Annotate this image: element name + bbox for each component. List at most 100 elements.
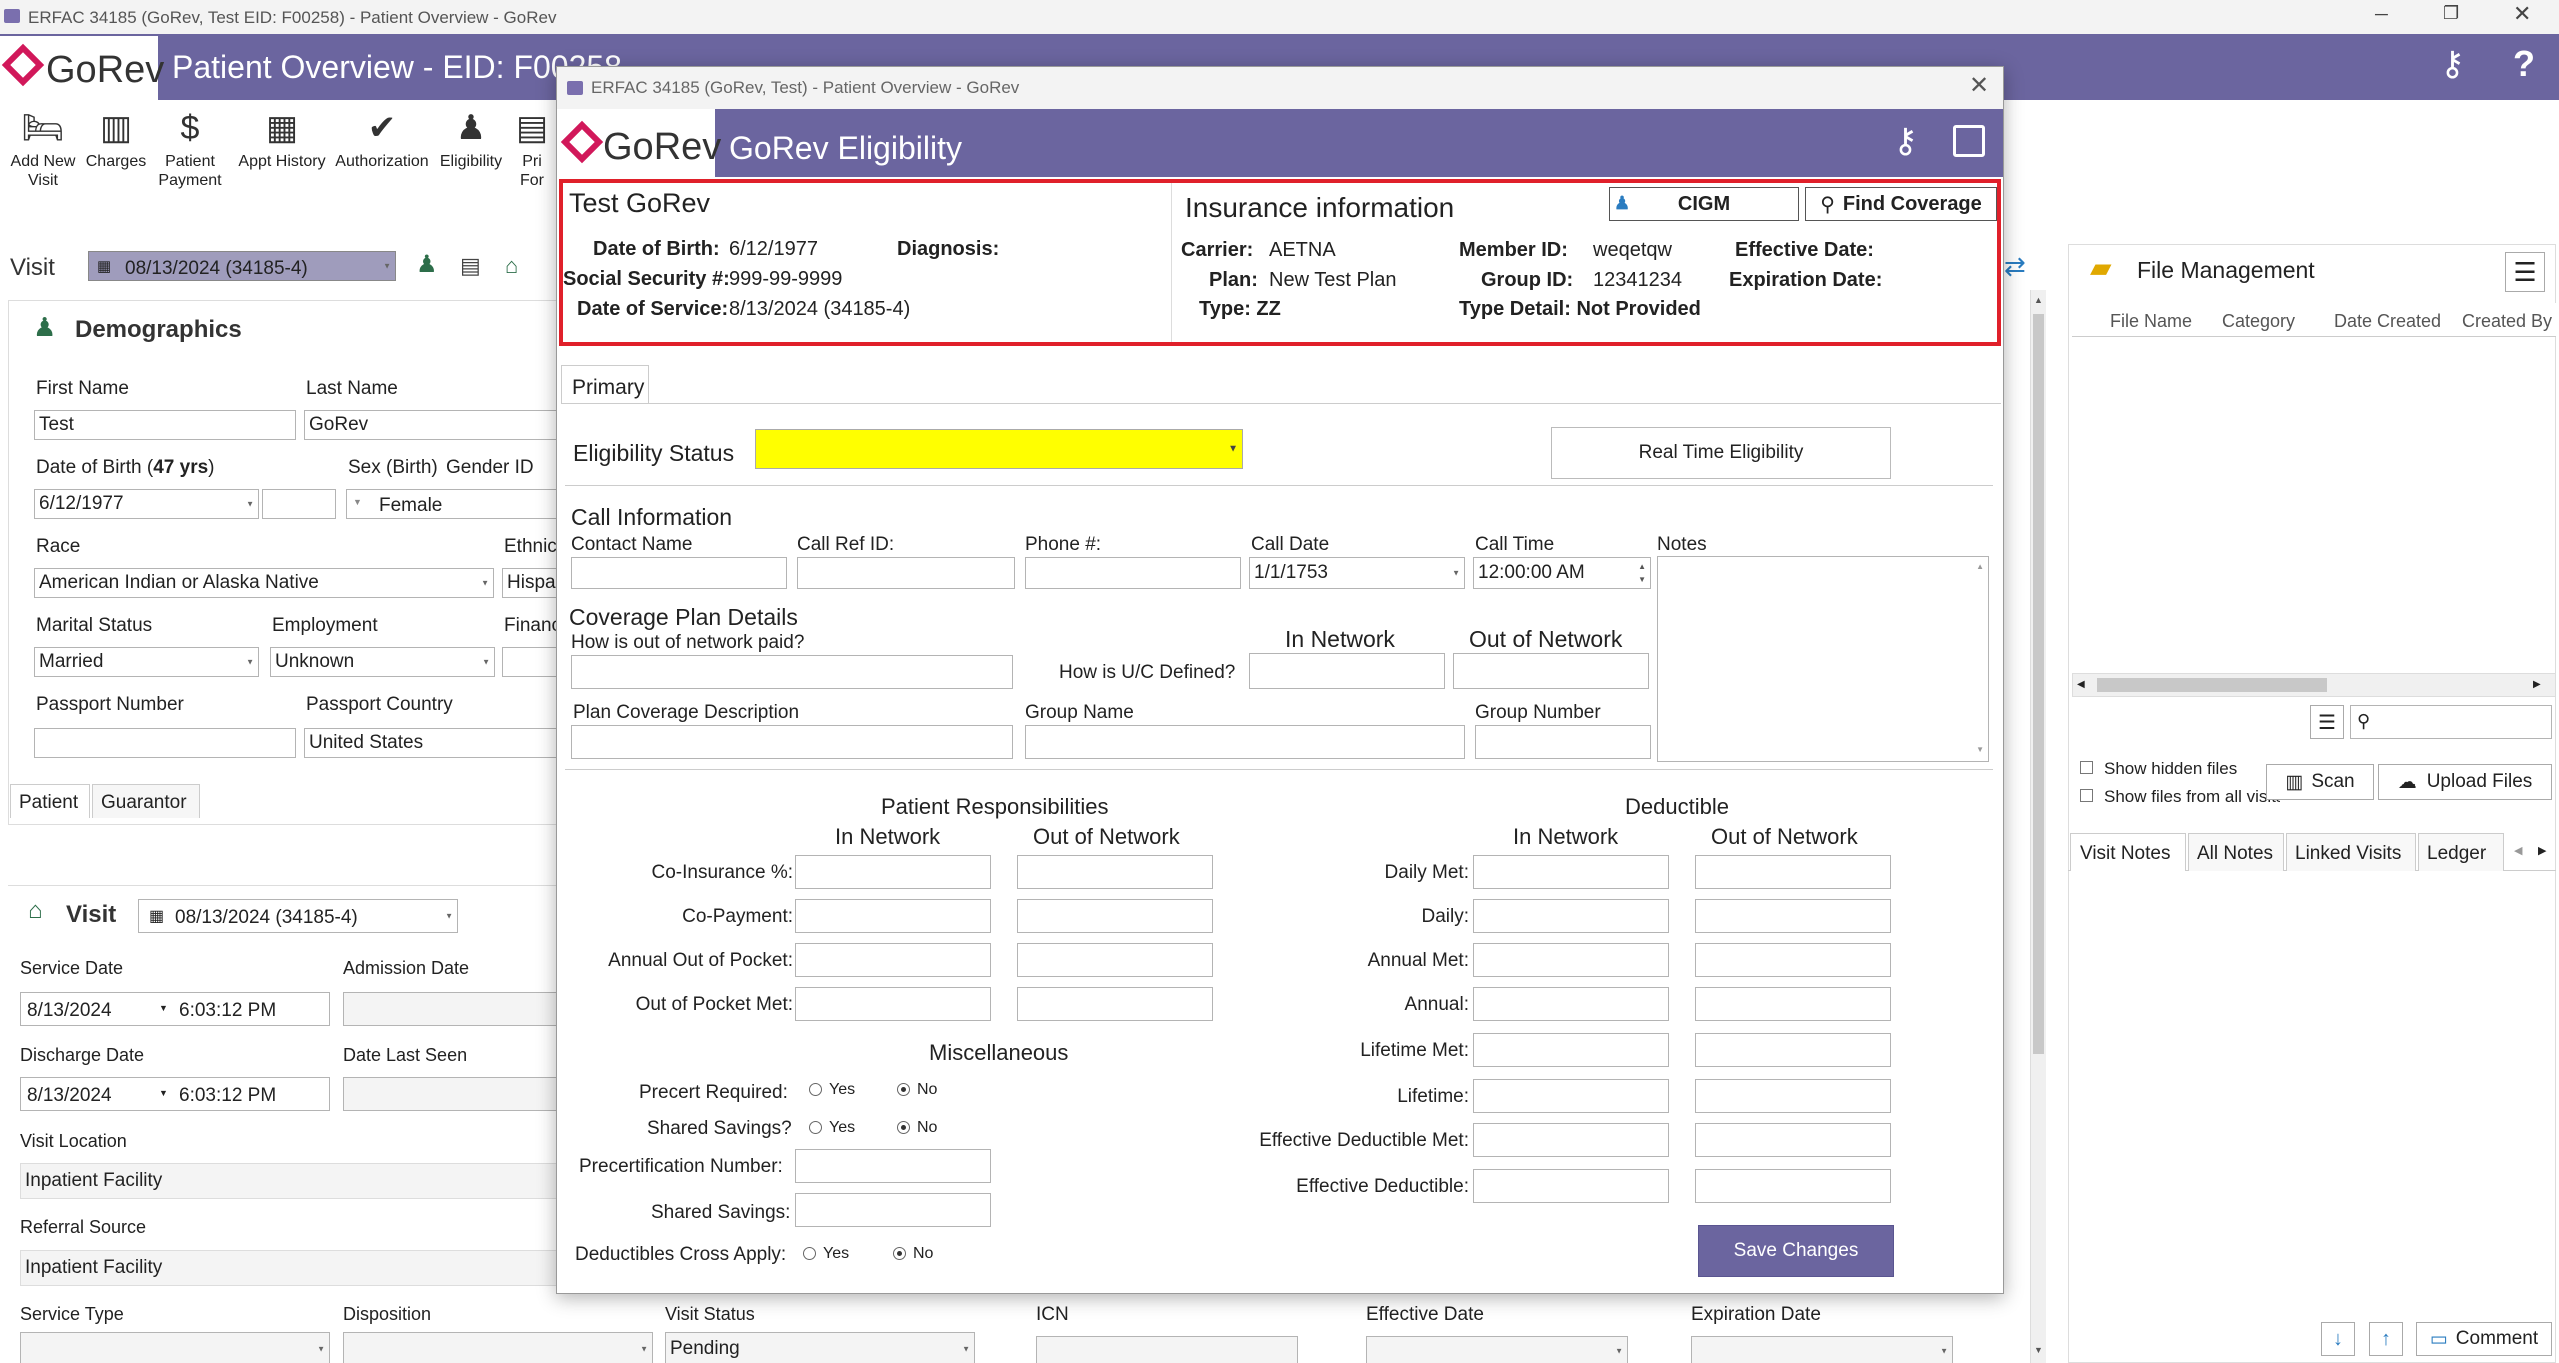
deductible-in-network-field[interactable] (1473, 987, 1669, 1021)
shared-savings-yes-radio[interactable] (809, 1121, 822, 1134)
admission-date-field[interactable] (343, 992, 563, 1026)
responsibility-out-of-network-field[interactable] (1017, 899, 1213, 933)
uc-out-of-network-field[interactable] (1453, 653, 1649, 689)
hamburger-menu-button[interactable]: ☰ (2505, 252, 2545, 292)
call-date-field[interactable]: 1/1/1753 ▼ (1249, 557, 1465, 589)
scroll-up-button[interactable]: ↑ (2369, 1322, 2403, 1356)
deductible-out-of-network-field[interactable] (1695, 943, 1891, 977)
ethnicity-field[interactable]: Hispa (502, 568, 562, 598)
deductible-in-network-field[interactable] (1473, 1079, 1669, 1113)
deductible-out-of-network-field[interactable] (1695, 899, 1891, 933)
dialog-close-button[interactable]: ✕ (1969, 72, 1990, 99)
visit-section-selector[interactable]: ▦ 08/13/2024 (34185-4) ▼ (138, 899, 458, 933)
responsibility-out-of-network-field[interactable] (1017, 855, 1213, 889)
deductible-in-network-field[interactable] (1473, 1123, 1669, 1157)
disposition-field[interactable]: ▼ (343, 1332, 653, 1363)
user-keys-icon[interactable]: ⚷ (2440, 45, 2465, 83)
deductible-in-network-field[interactable] (1473, 1033, 1669, 1067)
show-all-checkbox[interactable] (2080, 789, 2093, 802)
passport-number-field[interactable] (34, 728, 296, 758)
contact-name-field[interactable] (571, 557, 787, 589)
toolbar-item-charges[interactable]: ▥ Charges (84, 108, 148, 204)
precert-yes-radio[interactable] (809, 1083, 822, 1096)
precert-no-radio[interactable] (897, 1083, 910, 1096)
file-search-input[interactable]: ⚲ (2350, 705, 2552, 739)
file-col-created-by[interactable]: Created By (2462, 311, 2553, 331)
first-name-field[interactable]: Test (34, 410, 296, 440)
show-hidden-checkbox[interactable] (2080, 761, 2093, 774)
deductible-out-of-network-field[interactable] (1695, 1079, 1891, 1113)
shared-savings-no-radio[interactable] (897, 1121, 910, 1134)
id-card-icon[interactable]: ▤ (460, 253, 481, 278)
main-scrollbar[interactable]: ▲ ▼ (2030, 290, 2046, 1363)
dialog-keys-icon[interactable]: ⚷ (1893, 122, 1918, 160)
scroll-down-button[interactable]: ↓ (2321, 1322, 2355, 1356)
dialog-chart-icon[interactable] (1953, 125, 1985, 157)
plan-coverage-description-field[interactable] (571, 725, 1013, 759)
close-window-button[interactable]: ✕ (2513, 1, 2532, 26)
tab-all-notes[interactable]: All Notes (2188, 833, 2284, 871)
comment-button[interactable]: ▭ Comment (2416, 1322, 2552, 1356)
shared-savings-field[interactable] (795, 1193, 991, 1227)
toolbar-item-appt-history[interactable]: ▦ Appt History (232, 108, 332, 204)
financial-field[interactable] (502, 647, 562, 677)
marital-field[interactable]: Married ▼ (34, 647, 259, 677)
refresh-icon[interactable]: ⇄ (2004, 251, 2026, 281)
date-last-seen-field[interactable] (343, 1077, 563, 1111)
service-type-field[interactable]: ▼ (20, 1332, 330, 1363)
call-ref-id-field[interactable] (797, 557, 1015, 589)
toolbar-item-add-new-visit[interactable]: 🛏 Add New Visit (10, 108, 76, 204)
deductible-out-of-network-field[interactable] (1695, 1123, 1891, 1157)
tab-scroll-right-icon[interactable]: ▶ (2538, 845, 2547, 857)
responsibility-in-network-field[interactable] (795, 943, 991, 977)
file-col-name[interactable]: File Name (2110, 311, 2193, 331)
save-changes-button[interactable]: Save Changes (1698, 1225, 1894, 1277)
visit-location-field[interactable]: Inpatient Facility (20, 1163, 565, 1199)
service-date-field[interactable]: 8/13/2024 ▼ 6:03:12 PM (20, 992, 330, 1026)
toolbar-item-patient-payment[interactable]: $ Patient Payment (150, 108, 230, 204)
file-col-category[interactable]: Category (2222, 311, 2296, 331)
person-icon[interactable]: ♟ (416, 251, 438, 278)
real-time-eligibility-button[interactable]: Real Time Eligibility (1551, 427, 1891, 479)
visit-selector[interactable]: ▦ 08/13/2024 (34185-4) ▼ (88, 251, 396, 281)
visit-status-field[interactable]: Pending ▼ (665, 1332, 975, 1363)
tab-primary[interactable]: Primary (561, 365, 649, 403)
deductible-in-network-field[interactable] (1473, 855, 1669, 889)
demographics-tab-patient[interactable]: Patient (10, 784, 90, 818)
file-list-view-button[interactable]: ☰ (2310, 705, 2344, 739)
expiration-date-field[interactable]: ▼ (1691, 1336, 1953, 1363)
responsibility-in-network-field[interactable] (795, 899, 991, 933)
icn-field[interactable] (1036, 1336, 1298, 1363)
demographics-tab-guarantor[interactable]: Guarantor (92, 784, 200, 818)
dob-field[interactable]: 6/12/1977 ▼ (34, 489, 259, 519)
deductible-out-of-network-field[interactable] (1695, 987, 1891, 1021)
out-of-network-paid-field[interactable] (571, 655, 1013, 689)
toolbar-item-eligibility[interactable]: ♟ Eligibility (436, 108, 506, 204)
help-icon[interactable]: ? (2513, 43, 2535, 84)
minimize-button[interactable]: ─ (2375, 4, 2388, 24)
deductibles-cross-yes-radio[interactable] (803, 1247, 816, 1260)
file-horizontal-scrollbar[interactable]: ◀ ▶ (2072, 673, 2556, 697)
restore-button[interactable]: ❐ (2443, 3, 2460, 23)
deductible-in-network-field[interactable] (1473, 899, 1669, 933)
uc-in-network-field[interactable] (1249, 653, 1445, 689)
find-coverage-button[interactable]: ⚲ Find Coverage (1805, 187, 1997, 221)
toolbar-item-pri-for[interactable]: ▤ Pri For (512, 108, 552, 204)
eligibility-status-select[interactable]: ▼ (755, 429, 1243, 469)
toolbar-item-authorization[interactable]: ✔ Authorization (332, 108, 432, 204)
group-name-field[interactable] (1025, 725, 1465, 759)
effective-date-field[interactable]: ▼ (1366, 1336, 1628, 1363)
last-name-field[interactable]: GoRev (304, 410, 564, 440)
upload-files-button[interactable]: ☁ Upload Files (2378, 764, 2552, 800)
notes-textarea[interactable]: ▲ ▼ (1657, 556, 1989, 762)
file-col-date[interactable]: Date Created (2334, 311, 2442, 331)
precert-number-field[interactable] (795, 1149, 991, 1183)
deductible-in-network-field[interactable] (1473, 943, 1669, 977)
responsibility-out-of-network-field[interactable] (1017, 943, 1213, 977)
deductibles-cross-no-radio[interactable] (893, 1247, 906, 1260)
tab-linked-visits[interactable]: Linked Visits (2286, 833, 2416, 871)
employment-field[interactable]: Unknown ▼ (270, 647, 495, 677)
scan-button[interactable]: ▥ Scan (2266, 764, 2374, 800)
deductible-in-network-field[interactable] (1473, 1169, 1669, 1203)
cigm-button[interactable]: ♟ CIGM (1609, 187, 1799, 221)
